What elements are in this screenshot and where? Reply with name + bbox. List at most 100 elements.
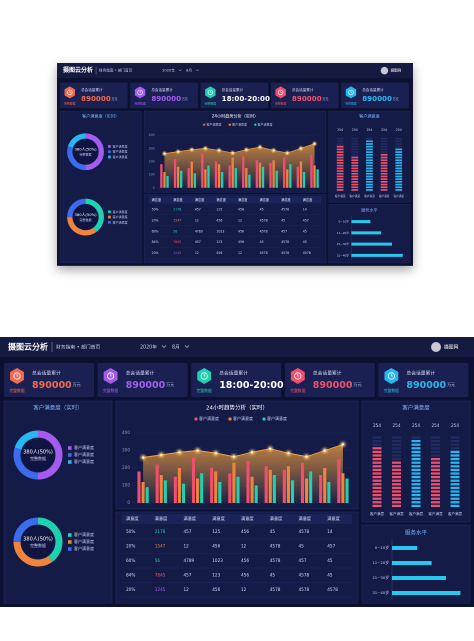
stripe: [372, 468, 382, 471]
bar: [232, 462, 236, 503]
kpi-card: [284, 363, 375, 397]
stripe: [395, 156, 403, 159]
stripe: [395, 159, 403, 162]
stripe-track: [392, 447, 401, 450]
stripe: [366, 178, 373, 180]
stripe: [411, 450, 421, 453]
bar-cap-label: 254: [366, 128, 372, 132]
trend-dot: [214, 452, 217, 455]
stripe-track: [450, 443, 460, 446]
table-cell: 456: [216, 218, 222, 222]
stripe-track: [450, 440, 460, 443]
table-cell: 456: [216, 251, 222, 255]
bar: [250, 476, 254, 503]
trend-dot: [245, 148, 248, 151]
bar: [392, 561, 432, 565]
bar: [351, 220, 371, 224]
y-tick-label: 11~20岁: [372, 560, 389, 565]
donut-center-label: 380人(50%): [23, 537, 53, 543]
stripe: [336, 159, 344, 162]
x-tick-label: 客户满意: [389, 511, 404, 516]
kpi-icon-hand: [210, 90, 212, 93]
stripe-track: [392, 450, 401, 453]
legend-dot: [262, 417, 266, 421]
bar: [351, 231, 382, 235]
trend-dot: [178, 451, 181, 454]
table-cell: 4578: [299, 529, 310, 534]
kpi-icon-hand: [280, 90, 282, 93]
bar: [145, 487, 149, 503]
donut-segment: [67, 146, 86, 171]
bar-cap-label: 254: [451, 423, 459, 428]
kpi-card: [378, 363, 469, 397]
stripe-bar: [380, 153, 388, 191]
table-cell: 20%: [152, 218, 159, 222]
bar-cap-label: 254: [393, 423, 401, 428]
kpi-title: 总会话量累计: [32, 370, 61, 377]
kpi-icon-inner: [294, 372, 302, 380]
legend-label: 客户满意度: [74, 531, 94, 537]
table-cell: 14: [327, 529, 333, 534]
stripe-bar: [431, 458, 440, 507]
logo: 摄图云分析: [63, 66, 93, 74]
table-cell: 60%: [126, 558, 135, 563]
legend-swatch: [68, 547, 72, 551]
table-cell: 456: [212, 544, 220, 549]
table-cell: 456: [241, 558, 249, 563]
table-header: 满意度: [260, 197, 270, 202]
stripe: [431, 479, 440, 482]
kpi-value: 890000: [32, 380, 72, 391]
table-cell: 456: [212, 587, 220, 592]
trend-dot: [231, 152, 234, 154]
y-tick-label: 21~30岁: [372, 575, 389, 580]
table-cell: 45: [299, 544, 305, 549]
stripe: [411, 454, 421, 457]
stripe: [450, 490, 460, 493]
trend-dot: [269, 447, 272, 450]
panel: [143, 194, 327, 264]
stripe: [380, 153, 388, 156]
table-cell: 45: [327, 573, 333, 578]
legend-label: 客户满意度: [232, 122, 247, 127]
trend-line: [143, 443, 344, 458]
kpi-title: 总会话量累计: [222, 87, 244, 92]
logo: 摄图云分析: [8, 342, 48, 352]
stripe-track: [372, 436, 382, 439]
kpi-card: [191, 363, 282, 397]
table-cell: 12: [195, 218, 199, 222]
legend-label: 客户满意度: [113, 143, 128, 148]
stripe: [395, 172, 403, 175]
bar: [200, 473, 204, 503]
kpi-title: 总会话量累计: [362, 87, 384, 92]
stripe: [366, 183, 373, 186]
table-cell: 456: [238, 208, 244, 212]
donut-hole: [73, 139, 98, 165]
legend-swatch: [108, 150, 111, 154]
bar: [351, 242, 392, 246]
kpi-card: [60, 82, 128, 109]
panel: [115, 511, 359, 604]
bar-cap-label: 254: [381, 128, 387, 132]
bar: [392, 591, 461, 595]
table-cell: 457: [281, 229, 287, 233]
kpi-note: 完整数据: [134, 102, 146, 106]
kpi-note: 完整数据: [290, 388, 305, 393]
stripe: [431, 490, 440, 493]
stripe: [411, 458, 421, 461]
bar: [236, 476, 240, 503]
stripe: [351, 175, 359, 178]
table-cell: 1023: [216, 229, 224, 233]
trend-dot: [196, 449, 199, 452]
stripe: [351, 172, 359, 175]
stripe: [380, 172, 388, 175]
bar: [204, 169, 207, 188]
user-name: 摄图网: [444, 344, 459, 351]
bar: [310, 154, 313, 188]
stripe: [366, 170, 373, 172]
stripe: [411, 440, 421, 443]
stripe: [392, 497, 401, 500]
legend-swatch: [68, 446, 72, 450]
table-cell: 125: [216, 208, 222, 212]
stripe: [366, 143, 373, 145]
